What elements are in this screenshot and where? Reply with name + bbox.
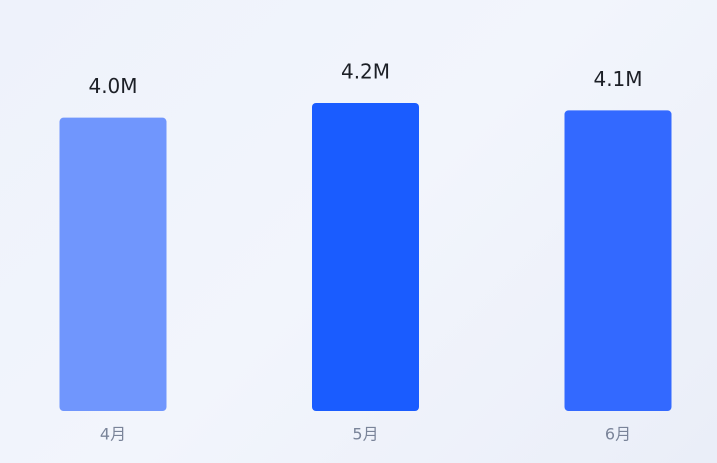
value-label: 4.2M <box>341 60 390 84</box>
value-label: 4.0M <box>88 74 137 98</box>
bar <box>564 110 672 411</box>
x-tick-label: 5月 <box>352 425 378 444</box>
x-tick-label: 6月 <box>605 425 631 444</box>
bar <box>312 103 419 411</box>
x-tick-label: 4月 <box>100 425 126 444</box>
value-label: 4.1M <box>593 67 642 91</box>
bar <box>59 117 167 412</box>
